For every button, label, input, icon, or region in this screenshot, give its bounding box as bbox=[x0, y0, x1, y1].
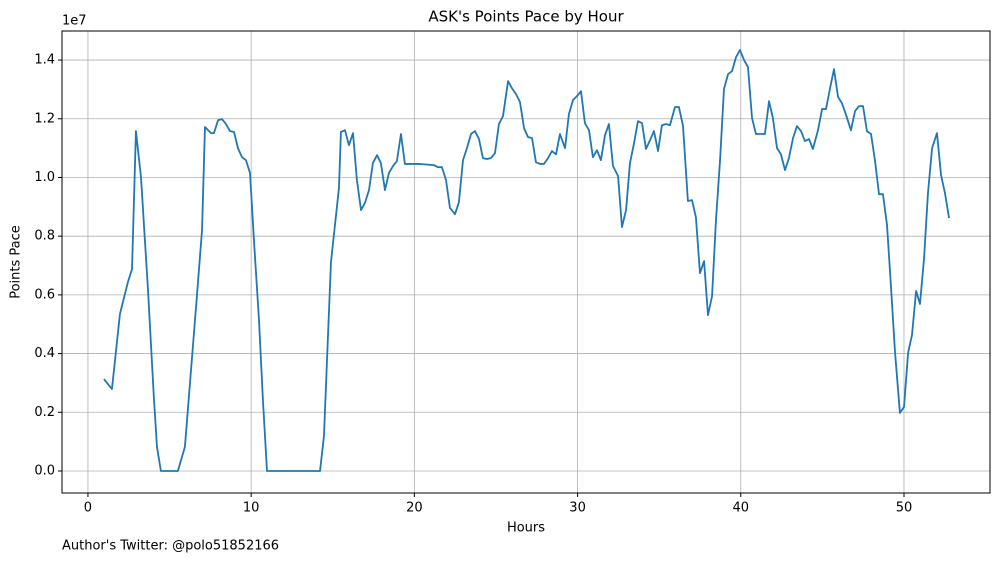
x-tick-label: 50 bbox=[896, 501, 913, 516]
x-tick-label: 20 bbox=[406, 501, 423, 516]
plot-frame bbox=[61, 30, 991, 494]
data-line bbox=[103, 49, 950, 472]
y-tick-label: 0.0 bbox=[34, 463, 55, 478]
y-tick-label: 0.4 bbox=[34, 346, 55, 361]
y-axis-label: Points Pace bbox=[9, 225, 24, 299]
y-tick-label: 0.2 bbox=[34, 405, 55, 420]
x-tick-label: 10 bbox=[243, 501, 260, 516]
x-tick-label: 40 bbox=[733, 501, 750, 516]
y-tick-label: 1.2 bbox=[34, 111, 55, 126]
y-tick-label: 1.0 bbox=[34, 170, 55, 185]
chart-title: ASK's Points Pace by Hour bbox=[428, 8, 624, 26]
y-offset-label: 1e7 bbox=[62, 14, 87, 29]
y-tick-label: 1.4 bbox=[34, 53, 55, 68]
x-axis-label: Hours bbox=[507, 521, 545, 536]
x-tick-label: 0 bbox=[84, 501, 92, 516]
y-tick-label: 0.8 bbox=[34, 229, 55, 244]
y-tick-label: 0.6 bbox=[34, 287, 55, 302]
footnote: Author's Twitter: @polo51852166 bbox=[62, 539, 279, 554]
x-tick-label: 30 bbox=[569, 501, 586, 516]
